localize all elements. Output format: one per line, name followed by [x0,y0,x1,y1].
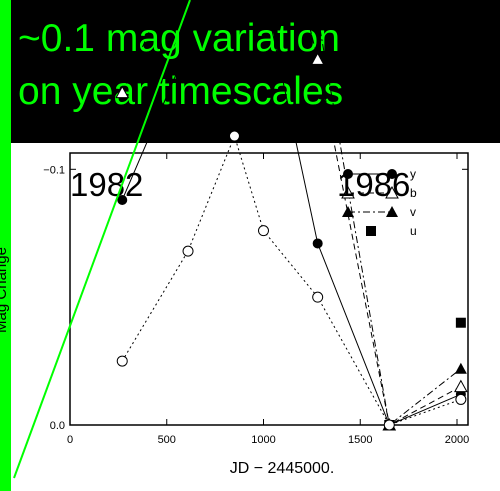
accent-bar-bottom [0,143,11,491]
diagonal-pointer-line [13,0,191,479]
headline-line-1: ~0.1 mag variation [18,17,340,60]
legend-marker-v [342,206,354,217]
data-point-b [454,379,468,393]
legend-marker-u [366,226,376,236]
data-point-unnamed [455,393,467,405]
year-label-start: 1982 [70,166,143,203]
x-axis-label: JD − 2445000. [230,460,335,477]
x-tick-label: 500 [158,434,176,446]
y-tick-label: 0.0 [50,420,65,432]
x-tick-label: 0 [67,434,73,446]
data-point-u [455,317,466,328]
legend-label-u: u [410,224,417,238]
year-label-end: 1986 [337,166,410,203]
series-markers [115,0,468,431]
data-point-u [117,5,128,16]
legend-marker-b [385,185,399,199]
legend-label-b: b [410,186,417,200]
legend-label-y: y [410,167,416,181]
data-point-v [454,362,467,374]
legend-label-v: v [410,205,416,219]
data-point-unnamed [116,355,128,367]
legend-marker-b [341,185,355,199]
data-point-u [312,10,323,21]
x-tick-label: 2000 [445,434,469,446]
data-point-y [183,41,194,52]
x-tick-label: 1000 [251,434,275,446]
data-point-y [312,238,323,249]
accent-bar-top [0,0,11,143]
title-banner [0,0,500,143]
y-tick-label: −0.1 [43,164,65,176]
data-point-b [115,85,130,99]
legend-marker-y [387,169,397,179]
data-point-unnamed [182,245,194,257]
plot-frame [69,152,469,426]
data-point-unnamed [312,291,324,303]
data-point-unnamed [383,419,395,431]
x-tick-label: 1500 [348,434,372,446]
headline: ~0.1 mag variation on year timescales [18,12,343,118]
legend-marker-y [343,169,353,179]
data-point-unnamed [258,225,269,237]
data-point-unnamed [228,130,240,142]
legend-marker-v [386,206,398,217]
y-axis-label: Mag Change [0,247,10,333]
data-point-y [117,194,128,205]
headline-line-2: on year timescales [18,70,344,113]
data-point-b [310,52,325,65]
